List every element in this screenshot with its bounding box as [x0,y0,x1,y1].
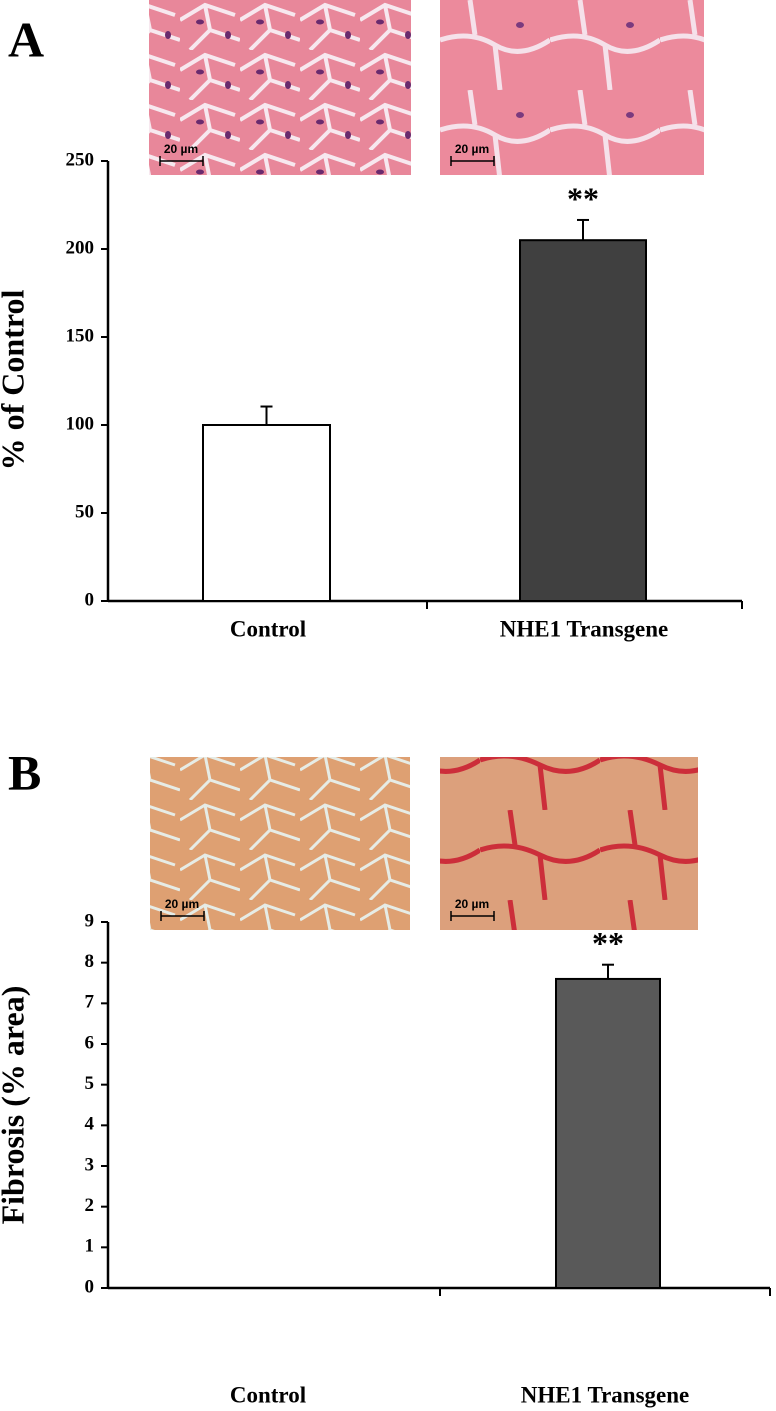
y-axis-label: % of Control [0,290,30,471]
x-tick-label: NHE1 Transgene [500,616,668,641]
y-tick-label: 0 [85,589,95,610]
significance: ** [592,925,624,961]
scale-label: 20 µm [455,897,489,911]
bar [555,977,661,1290]
micrograph [149,0,411,175]
y-tick-label: 4 [85,1114,95,1135]
y-tick-label: 100 [66,413,95,434]
micrograph [440,0,704,175]
bar [519,239,647,602]
micrograph [150,757,410,930]
y-tick-label: 0 [85,1276,95,1297]
panel-label: A [8,11,44,67]
y-tick-label: 150 [66,325,95,346]
y-tick-label: 250 [66,149,95,170]
y-tick-label: 8 [85,951,95,972]
panel-label: B [8,744,41,800]
y-tick-label: 7 [85,992,95,1013]
x-tick-label: Control [230,1382,306,1407]
y-tick-label: 50 [75,501,94,522]
y-tick-label: 9 [85,910,95,931]
y-tick-label: 1 [85,1236,95,1257]
micrograph [440,757,698,930]
x-tick-label: Control [230,616,306,641]
y-tick-label: 2 [85,1195,95,1216]
scale-label: 20 µm [165,897,199,911]
y-tick-label: 5 [85,1073,95,1094]
x-tick-label: NHE1 Transgene [521,1382,689,1407]
bar [202,424,331,602]
significance: ** [567,180,599,216]
scale-label: 20 µm [164,142,198,156]
y-tick-label: 200 [66,237,95,258]
y-tick-label: 3 [85,1154,95,1175]
y-axis-label: Fibrosis (% area) [0,986,30,1225]
scale-label: 20 µm [455,142,489,156]
y-tick-label: 6 [85,1032,95,1053]
